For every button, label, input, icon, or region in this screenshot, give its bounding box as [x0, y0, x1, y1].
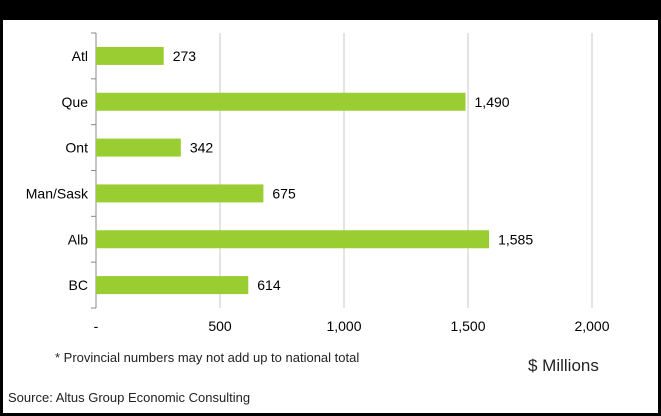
bar — [96, 230, 490, 249]
bar — [96, 138, 181, 157]
category-label: Que — [62, 94, 89, 110]
x-tick-label: 1,000 — [326, 318, 361, 334]
bar — [96, 276, 249, 295]
x-tick-label: - — [94, 318, 99, 334]
category-label: BC — [69, 277, 88, 293]
value-label: 1,490 — [475, 94, 510, 110]
bars — [96, 46, 490, 295]
unit-label: $ Millions — [528, 356, 599, 375]
footnote: * Provincial numbers may not add up to n… — [55, 350, 360, 365]
x-tick-label: 2,000 — [574, 318, 609, 334]
x-tick-labels: - 500 1,000 1,500 2,000 — [94, 318, 610, 334]
category-label: Alb — [68, 231, 88, 247]
bar — [96, 46, 164, 65]
value-label: 273 — [173, 48, 197, 64]
x-tick-label: 1,500 — [450, 318, 485, 334]
bar — [96, 184, 264, 203]
chart-title-bar — [0, 0, 661, 20]
category-label: Atl — [72, 48, 88, 64]
value-label: 1,585 — [498, 231, 533, 247]
category-label: Man/Sask — [26, 185, 89, 201]
x-tick-label: 500 — [208, 318, 232, 334]
source-note: Source: Altus Group Economic Consulting — [8, 390, 251, 405]
value-labels: 273 1,490 342 675 1,585 614 — [173, 48, 534, 293]
category-label: Ont — [65, 140, 88, 156]
value-label: 614 — [257, 277, 281, 293]
gridlines — [91, 32, 593, 309]
category-labels: Atl Que Ont Man/Sask Alb BC — [26, 48, 89, 293]
bar — [96, 92, 466, 111]
value-label: 675 — [272, 185, 296, 201]
value-label: 342 — [190, 140, 214, 156]
